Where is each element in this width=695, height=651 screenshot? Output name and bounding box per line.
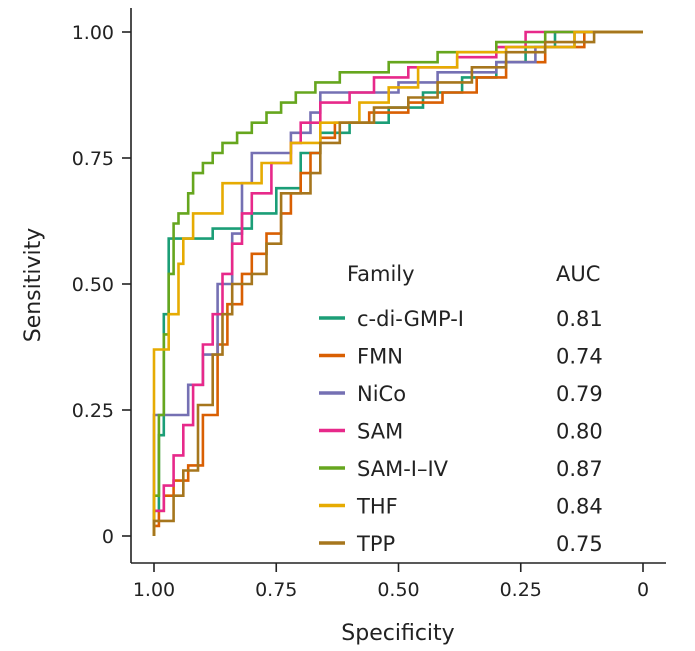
legend-label-c-di-gmp-i: c-di-GMP-I bbox=[357, 307, 464, 331]
series-lines bbox=[152, 30, 643, 536]
legend-auc-nico: 0.79 bbox=[556, 382, 603, 406]
roc-line-sam-i-iv bbox=[152, 30, 643, 536]
roc-line-fmn bbox=[152, 30, 643, 536]
legend: Family AUC c-di-GMP-I 0.81 FMN 0.74 NiCo 0.79… bbox=[319, 262, 603, 556]
roc-line-tpp bbox=[152, 30, 643, 536]
legend-title: Family bbox=[347, 262, 415, 286]
legend-auc-fmn: 0.74 bbox=[556, 345, 603, 369]
x-tick-label: 0.25 bbox=[500, 579, 542, 601]
y-axis-ticks: 0 0.25 0.50 0.75 1.00 bbox=[72, 22, 131, 548]
legend-label-sam-i-iv: SAM-I–IV bbox=[357, 457, 449, 481]
y-tick-label: 0.75 bbox=[72, 148, 114, 170]
x-tick-label: 0 bbox=[637, 579, 649, 601]
legend-auc-thf: 0.84 bbox=[556, 495, 603, 519]
x-tick-label: 0.50 bbox=[377, 579, 419, 601]
y-axis-label: Sensitivity bbox=[21, 228, 46, 343]
legend-auc-tpp: 0.75 bbox=[556, 532, 603, 556]
x-axis-label: Specificity bbox=[341, 621, 454, 646]
y-tick-label: 0.25 bbox=[72, 400, 114, 422]
legend-label-sam: SAM bbox=[357, 420, 403, 444]
x-axis-ticks: 1.00 0.75 0.50 0.25 0 bbox=[133, 563, 649, 601]
legend-label-tpp: TPP bbox=[356, 532, 395, 556]
legend-auc-c-di-gmp-i: 0.81 bbox=[556, 307, 603, 331]
y-tick-label: 0.50 bbox=[72, 274, 114, 296]
legend-label-thf: THF bbox=[356, 495, 398, 519]
y-tick-label: 0 bbox=[102, 526, 114, 548]
legend-auc-sam-i-iv: 0.87 bbox=[556, 457, 603, 481]
roc-line-thf bbox=[152, 30, 643, 536]
legend-label-nico: NiCo bbox=[357, 382, 406, 406]
x-tick-label: 1.00 bbox=[133, 579, 175, 601]
legend-auc-title: AUC bbox=[556, 262, 600, 286]
legend-label-fmn: FMN bbox=[357, 345, 403, 369]
legend-auc-sam: 0.80 bbox=[556, 420, 603, 444]
legend-items: c-di-GMP-I 0.81 FMN 0.74 NiCo 0.79 SAM 0.80 SAM-… bbox=[319, 307, 603, 556]
roc-line-sam bbox=[152, 30, 643, 536]
y-tick-label: 1.00 bbox=[72, 22, 114, 44]
x-tick-label: 0.75 bbox=[255, 579, 297, 601]
